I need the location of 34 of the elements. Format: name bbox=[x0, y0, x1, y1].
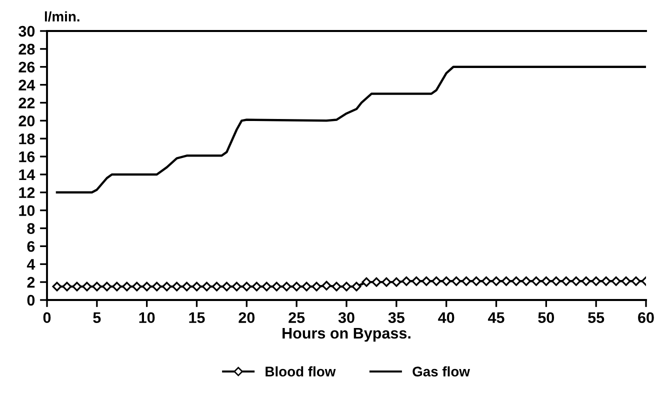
x-tick-label: 60 bbox=[638, 312, 654, 324]
y-tick-label: 22 bbox=[18, 98, 35, 108]
y-tick-label: 26 bbox=[18, 62, 35, 73]
x-tick-label: 0 bbox=[43, 312, 51, 324]
x-tick-label: 45 bbox=[488, 312, 504, 324]
y-tick-label: 4 bbox=[26, 259, 36, 270]
legend-label: Gas flow bbox=[412, 366, 470, 376]
legend-label: Blood flow bbox=[266, 366, 336, 376]
y-tick-label: 16 bbox=[19, 151, 35, 162]
x-tick-label: 20 bbox=[238, 312, 255, 324]
x-tick-label: 5 bbox=[93, 312, 101, 324]
x-tick-label: 40 bbox=[438, 312, 454, 324]
x-axis-title: Hours on Bypass. bbox=[282, 328, 410, 342]
x-tick-label: 15 bbox=[189, 312, 205, 324]
y-tick-label: 14 bbox=[19, 169, 36, 180]
y-tick-label: 30 bbox=[18, 26, 35, 37]
x-tick-label: 35 bbox=[388, 312, 404, 324]
x-tick-label: 50 bbox=[538, 312, 554, 324]
y-tick-label: 8 bbox=[27, 223, 35, 234]
x-tick-label: 25 bbox=[288, 312, 305, 324]
y-axis-title: l/min. bbox=[44, 11, 80, 22]
y-tick-label: 6 bbox=[27, 241, 35, 252]
y-tick-label: 0 bbox=[27, 294, 35, 306]
x-tick-label: 30 bbox=[338, 312, 354, 324]
y-tick-label: 20 bbox=[18, 116, 35, 126]
x-tick-label: 10 bbox=[139, 312, 155, 324]
line-series bbox=[56, 66, 646, 194]
y-tick-label: 12 bbox=[19, 187, 35, 198]
y-tick-label: 24 bbox=[18, 80, 36, 90]
y-tick-label: 10 bbox=[19, 205, 35, 216]
x-tick-label: 55 bbox=[588, 312, 604, 324]
y-tick-label: 18 bbox=[19, 133, 35, 144]
y-tick-label: 2 bbox=[27, 276, 35, 288]
y-tick-label: 28 bbox=[18, 44, 35, 55]
